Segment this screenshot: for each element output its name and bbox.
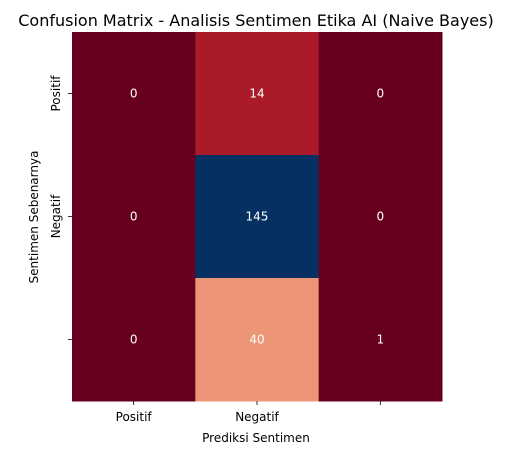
chart-title: Confusion Matrix - Analisis Sentimen Eti… (18, 11, 493, 30)
heatmap-cell (318, 155, 443, 279)
cell-value-label: 0 (130, 210, 138, 224)
heatmap-cell (72, 32, 196, 156)
x-tick-label: Negatif (235, 410, 279, 424)
cell-value-label: 40 (249, 333, 264, 347)
heatmap-cell (72, 278, 196, 402)
y-tick-label: Positif (49, 75, 63, 112)
cell-value-label: 145 (246, 210, 269, 224)
y-axis-label: Sentimen Sebenarnya (27, 151, 41, 284)
y-tick-label: Negatif (49, 194, 63, 238)
cell-value-label: 0 (377, 87, 385, 101)
cell-value-label: 14 (249, 87, 264, 101)
heatmap-cell (195, 278, 320, 402)
heatmap-cell (195, 32, 320, 156)
x-tick-label: Positif (116, 410, 153, 424)
cell-value-label: 1 (377, 333, 385, 347)
cell-value-label: 0 (130, 333, 138, 347)
cell-value-label: 0 (377, 210, 385, 224)
cell-value-label: 0 (130, 87, 138, 101)
heatmap-cell (72, 155, 196, 279)
heatmap-cell (195, 155, 320, 279)
x-axis-label: Prediksi Sentimen (202, 431, 310, 445)
heatmap-cell (318, 278, 443, 402)
heatmap-cell (318, 32, 443, 156)
